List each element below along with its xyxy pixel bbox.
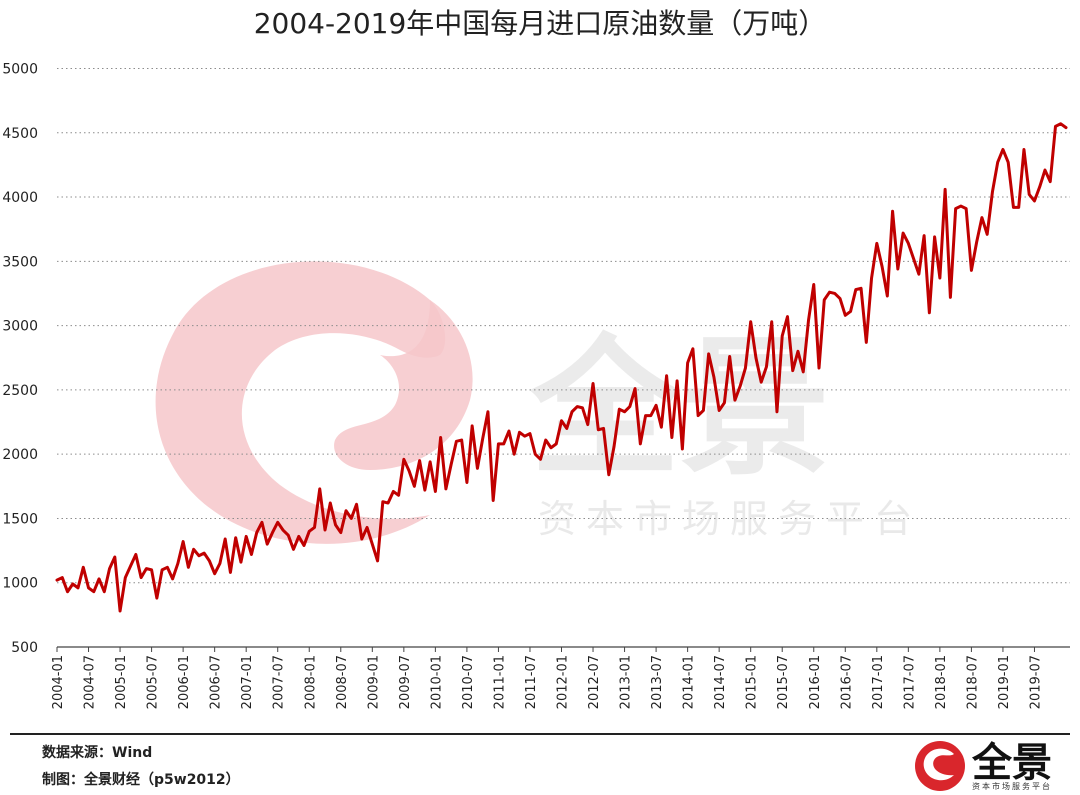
x-tick-label: 2005-07 xyxy=(146,655,161,709)
x-tick-label: 2008-07 xyxy=(335,655,350,709)
chart-title: 2004-2019年中国每月进口原油数量（万吨） xyxy=(254,7,827,40)
x-tick-label: 2019-07 xyxy=(1028,655,1043,709)
x-tick-label: 2019-01 xyxy=(997,655,1012,709)
y-tick-label: 2500 xyxy=(2,383,38,399)
x-tick-label: 2015-07 xyxy=(776,655,791,709)
brand-logo-name: 全景 xyxy=(971,740,1052,786)
x-tick-label: 2017-07 xyxy=(902,655,917,709)
x-tick-label: 2012-07 xyxy=(587,655,602,709)
y-tick-label: 500 xyxy=(11,640,38,656)
y-tick-label: 2000 xyxy=(2,447,38,463)
chart-credit: 制图：全景财经（p5w2012） xyxy=(42,772,240,788)
y-tick-label: 1500 xyxy=(2,511,38,527)
footer-divider xyxy=(10,733,1070,735)
x-tick-label: 2004-01 xyxy=(51,655,66,709)
line-chart: 全景 资本市场服务平台 2004-2019年中国每月进口原油数量（万吨） 500… xyxy=(2,7,1070,709)
x-tick-label: 2016-01 xyxy=(808,655,823,709)
x-tick-label: 2005-01 xyxy=(114,655,129,709)
x-tick-label: 2013-01 xyxy=(619,655,634,709)
x-tick-label: 2007-07 xyxy=(272,655,287,709)
y-tick-label: 5000 xyxy=(2,62,38,78)
x-tick-label: 2008-01 xyxy=(303,655,318,709)
x-tick-label: 2004-07 xyxy=(83,655,98,709)
x-tick-label: 2014-07 xyxy=(713,655,728,709)
data-source-note: 数据来源：Wind xyxy=(42,745,153,761)
watermark-logo-icon xyxy=(155,261,473,544)
x-tick-label: 2007-01 xyxy=(240,655,255,709)
brand-logo-tagline: 资本市场服务平台 xyxy=(972,781,1052,791)
x-tick-label: 2018-07 xyxy=(965,655,980,709)
y-tick-label: 4000 xyxy=(2,190,38,206)
x-tick-label: 2014-01 xyxy=(682,655,697,709)
x-tick-label: 2013-07 xyxy=(650,655,665,709)
x-tick-label: 2009-07 xyxy=(398,655,413,709)
x-tick-label: 2010-07 xyxy=(461,655,476,709)
watermark: 全景 资本市场服务平台 xyxy=(155,261,922,544)
brand-logo: 全景 资本市场服务平台 xyxy=(915,740,1052,791)
x-tick-label: 2006-01 xyxy=(177,655,192,709)
y-tick-label: 3500 xyxy=(2,254,38,270)
x-tick-label: 2009-01 xyxy=(366,655,381,709)
series-line-crude-imports xyxy=(55,122,1068,613)
x-tick-label: 2006-07 xyxy=(209,655,224,709)
x-axis-tick-labels: 2004-01 2004-07 2005-01 2005-07 2006-01 2006-… xyxy=(51,647,1043,709)
y-axis-tick-labels: 500 1000 1500 2000 2500 3000 3500 4000 4500 5000 xyxy=(2,62,38,657)
x-tick-label: 2012-01 xyxy=(556,655,571,709)
y-tick-label: 4500 xyxy=(2,126,38,142)
y-tick-label: 1000 xyxy=(2,576,38,592)
x-tick-label: 2018-01 xyxy=(934,655,949,709)
x-tick-label: 2010-01 xyxy=(429,655,444,709)
x-tick-label: 2015-01 xyxy=(745,655,760,709)
x-tick-label: 2016-07 xyxy=(839,655,854,709)
watermark-tagline: 资本市场服务平台 xyxy=(538,497,922,541)
x-tick-label: 2011-01 xyxy=(492,655,507,709)
brand-logo-icon xyxy=(915,741,965,791)
y-tick-label: 3000 xyxy=(2,319,38,335)
x-tick-label: 2017-01 xyxy=(871,655,886,709)
x-tick-label: 2011-07 xyxy=(524,655,539,709)
